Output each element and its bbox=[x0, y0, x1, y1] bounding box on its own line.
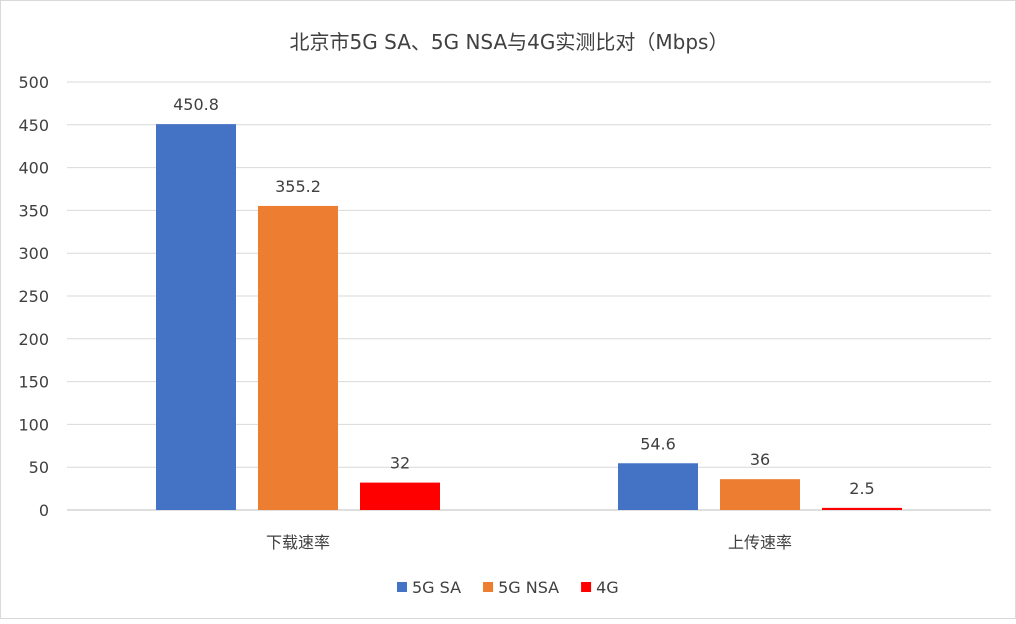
data-label: 54.6 bbox=[640, 434, 676, 453]
y-tick-label: 350 bbox=[18, 201, 49, 220]
bar-5g-sa bbox=[156, 124, 236, 510]
legend-swatch bbox=[397, 582, 407, 592]
y-tick-label: 500 bbox=[18, 73, 49, 92]
bar-4g bbox=[822, 507, 902, 510]
legend-label: 5G NSA bbox=[498, 578, 559, 597]
legend-swatch bbox=[483, 582, 494, 592]
y-axis: 0 50 100 150 200 250 300 350 400 450 500 bbox=[18, 73, 49, 520]
y-tick-label: 100 bbox=[18, 415, 49, 434]
legend-label: 4G bbox=[596, 578, 619, 597]
legend-label: 5G SA bbox=[412, 578, 461, 597]
legend-swatch bbox=[581, 582, 592, 592]
data-label: 32 bbox=[390, 454, 410, 473]
y-tick-label: 400 bbox=[18, 159, 49, 178]
data-label: 2.5 bbox=[849, 479, 874, 498]
data-label: 355.2 bbox=[275, 177, 321, 196]
chart-title: 北京市5G SA、5G NSA与4G实测比对（Mbps） bbox=[290, 30, 729, 54]
y-tick-label: 300 bbox=[18, 244, 49, 263]
x-axis: 下载速率 上传速率 bbox=[266, 533, 792, 552]
y-tick-label: 250 bbox=[18, 287, 49, 306]
y-tick-label: 150 bbox=[18, 373, 49, 392]
x-tick-label: 上传速率 bbox=[728, 533, 792, 552]
bars: 450.8 355.2 32 54.6 36 2.5 bbox=[156, 95, 902, 511]
data-label: 36 bbox=[750, 450, 770, 469]
bar-5g-sa bbox=[618, 463, 698, 510]
y-tick-label: 0 bbox=[39, 501, 49, 520]
y-tick-label: 200 bbox=[18, 330, 49, 349]
x-tick-label: 下载速率 bbox=[266, 533, 330, 552]
data-label: 450.8 bbox=[173, 95, 219, 114]
y-tick-label: 50 bbox=[29, 458, 49, 477]
legend: 5G SA 5G NSA 4G bbox=[397, 578, 619, 597]
y-tick-label: 450 bbox=[18, 116, 49, 135]
bar-5g-nsa bbox=[258, 205, 338, 511]
bar-5g-nsa bbox=[720, 479, 800, 510]
bar-4g bbox=[360, 482, 440, 510]
